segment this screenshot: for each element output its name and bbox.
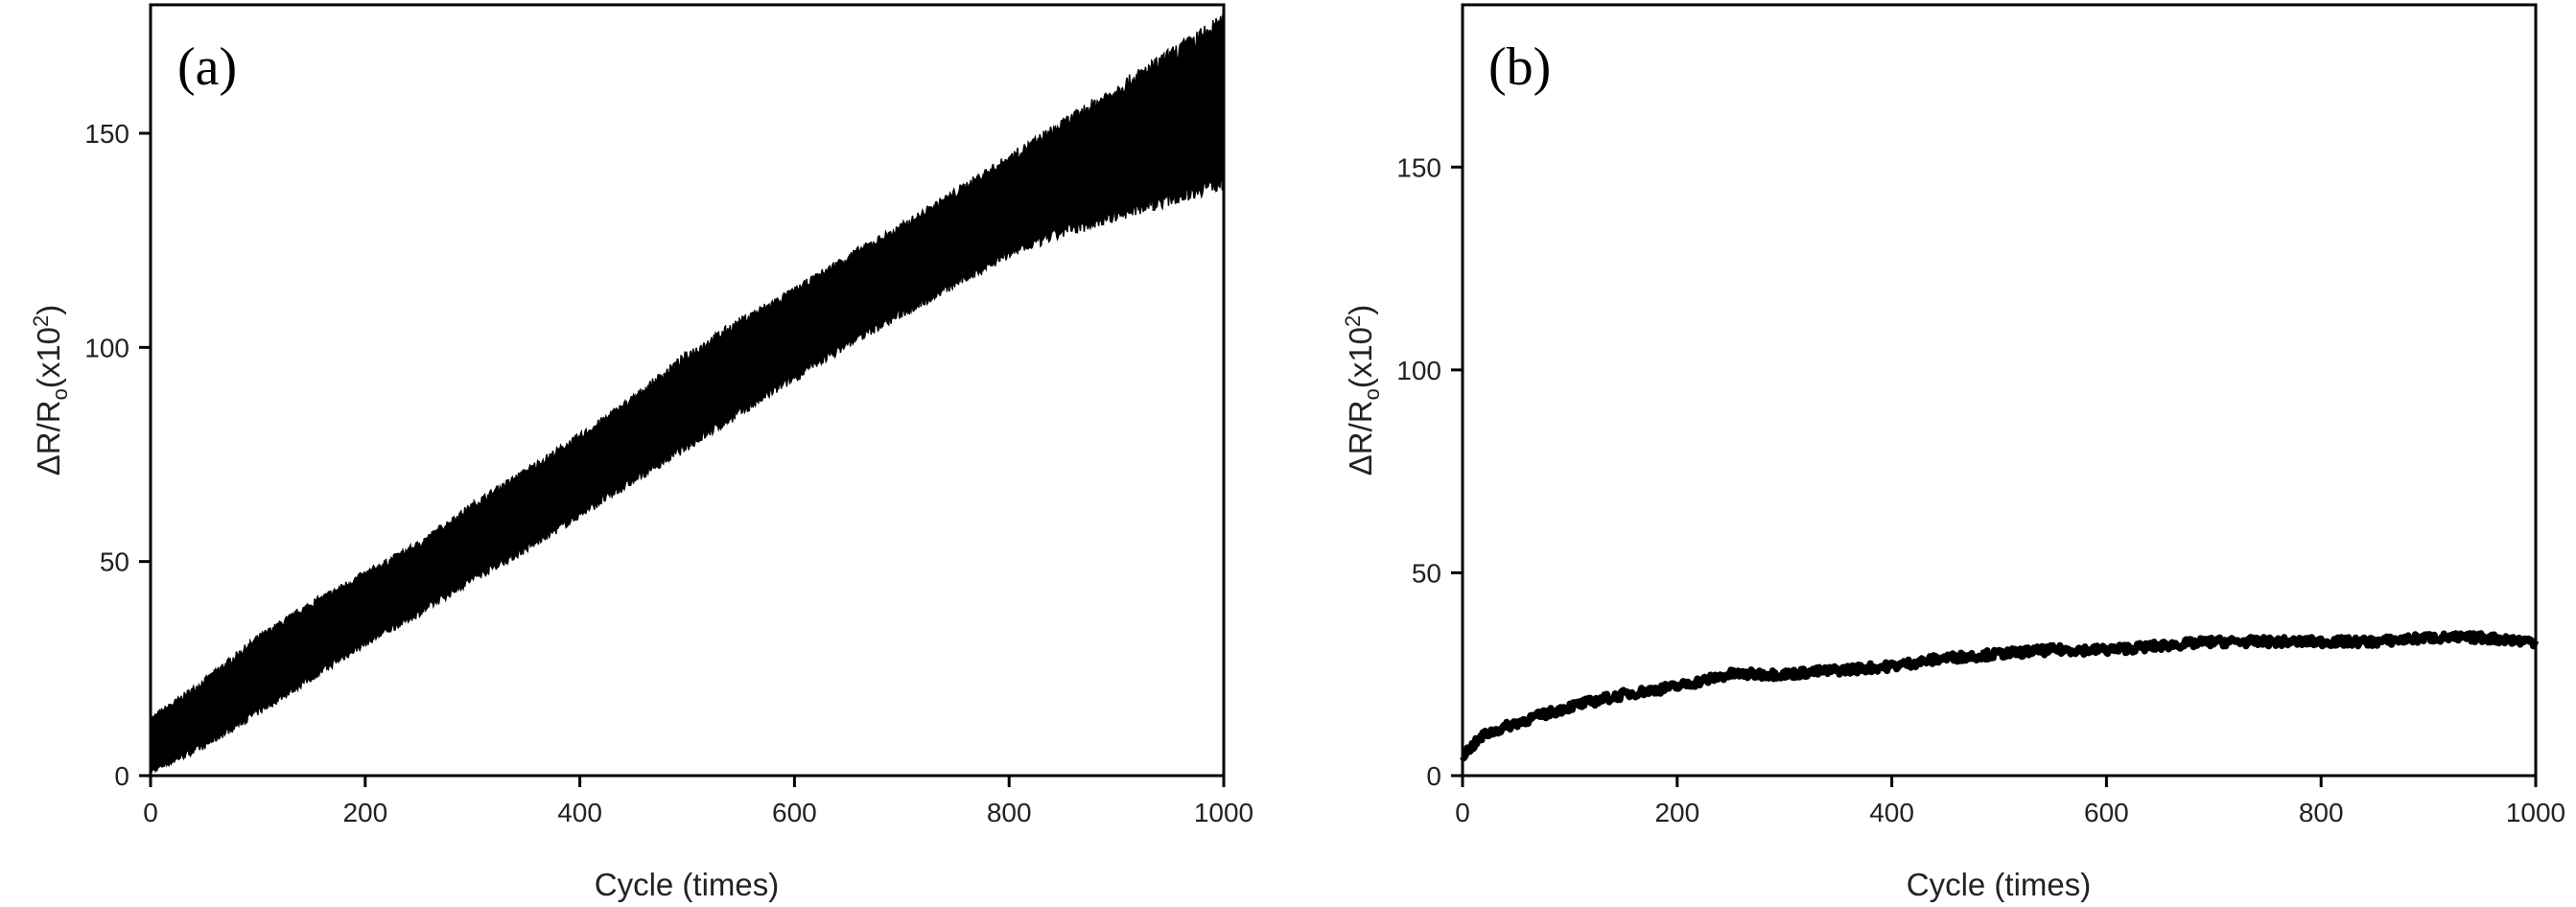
x-tick-label: 200 bbox=[1654, 798, 1699, 827]
y-tick-label: 100 bbox=[1396, 356, 1441, 385]
plot-area-frame bbox=[149, 3, 1226, 778]
y-axis-title-main: ΔR/R bbox=[1343, 400, 1378, 476]
x-tick-label: 800 bbox=[2299, 798, 2344, 827]
plot-area-frame bbox=[1461, 3, 2538, 778]
series-layer bbox=[150, 12, 1225, 776]
y-axis-title-sub: o bbox=[48, 388, 72, 400]
y-ticks: 0 50 100 150 bbox=[1396, 152, 1463, 791]
chart-panel-a: 0 200 400 600 800 1000 0 50 100 150 (a) Cycle (t… bbox=[29, 3, 1253, 902]
y-axis-title-paren-close: ) bbox=[31, 305, 66, 315]
y-axis-title-paren-close: ) bbox=[1343, 305, 1378, 315]
y-axis-title: ΔR/Ro(x102) bbox=[1341, 305, 1384, 477]
y-tick-label: 0 bbox=[1426, 761, 1441, 791]
series-band bbox=[150, 12, 1225, 776]
x-tick-label: 800 bbox=[987, 798, 1032, 827]
x-ticks: 0 200 400 600 800 1000 bbox=[1455, 776, 2565, 827]
y-ticks: 0 50 100 150 bbox=[84, 119, 151, 791]
y-tick-label: 50 bbox=[100, 547, 129, 577]
x-tick-label: 1000 bbox=[2506, 798, 2565, 827]
y-tick-label: 50 bbox=[1412, 558, 1441, 588]
y-tick-label: 150 bbox=[84, 119, 129, 149]
y-axis-title-paren-open: (x10 bbox=[1343, 327, 1378, 388]
y-tick-label: 150 bbox=[1396, 152, 1441, 182]
x-tick-label: 200 bbox=[342, 798, 387, 827]
x-tick-label: 400 bbox=[1869, 798, 1914, 827]
x-axis-title: Cycle (times) bbox=[1907, 867, 2092, 902]
series-line bbox=[1460, 630, 2540, 762]
x-ticks: 0 200 400 600 800 1000 bbox=[143, 776, 1253, 827]
y-axis-title-paren-open: (x10 bbox=[31, 327, 66, 388]
y-axis-title-main: ΔR/R bbox=[31, 400, 66, 476]
y-tick-label: 100 bbox=[84, 333, 129, 362]
x-axis-title: Cycle (times) bbox=[595, 867, 780, 902]
chart-panel-b: 0 200 400 600 800 1000 0 50 100 150 (b) Cycle (t… bbox=[1341, 3, 2565, 902]
x-tick-label: 0 bbox=[1455, 798, 1470, 827]
x-tick-label: 600 bbox=[2084, 798, 2129, 827]
panel-label: (b) bbox=[1488, 37, 1551, 97]
y-axis-title-sup: 2 bbox=[1341, 315, 1365, 327]
x-tick-label: 0 bbox=[143, 798, 158, 827]
x-tick-label: 1000 bbox=[1194, 798, 1253, 827]
y-axis-title: ΔR/Ro(x102) bbox=[29, 305, 72, 477]
panel-label: (a) bbox=[177, 37, 237, 97]
x-tick-label: 600 bbox=[772, 798, 817, 827]
series-layer bbox=[1460, 630, 2540, 762]
y-axis-title-sup: 2 bbox=[29, 315, 53, 327]
y-tick-label: 0 bbox=[114, 761, 129, 791]
y-axis-title-sub: o bbox=[1360, 388, 1384, 400]
x-tick-label: 400 bbox=[557, 798, 602, 827]
